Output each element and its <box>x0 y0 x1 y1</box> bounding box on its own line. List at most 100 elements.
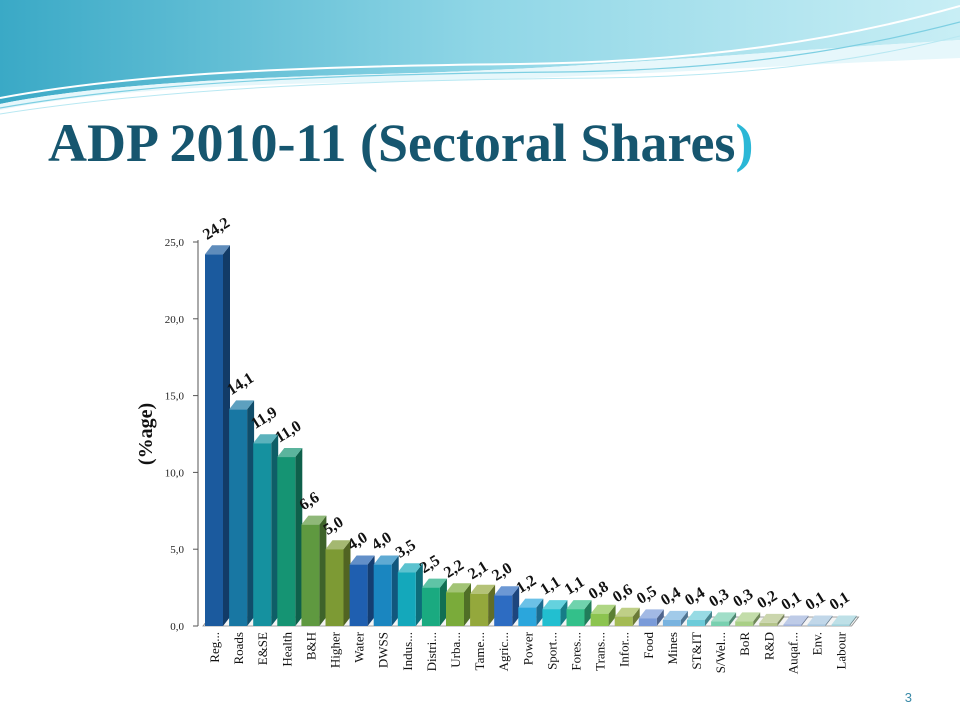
bar-side <box>247 400 255 626</box>
x-tick-label: Health <box>279 632 294 667</box>
bar <box>349 564 368 626</box>
bar-side <box>656 609 664 626</box>
data-label: 2,1 <box>465 558 491 583</box>
x-tick-label: Mines <box>665 632 680 665</box>
bar-top <box>470 584 496 594</box>
x-tick-label: Higher <box>328 631 343 668</box>
data-label: 0,5 <box>634 583 660 608</box>
bar-side <box>391 555 399 626</box>
bar-top <box>301 515 327 525</box>
bar-top <box>759 613 785 623</box>
bar-side <box>536 598 544 626</box>
bar-side <box>753 612 761 626</box>
bar-top <box>253 434 279 444</box>
bar-top <box>446 583 471 593</box>
bar <box>783 624 802 626</box>
bar-side <box>584 600 592 626</box>
bar-top <box>566 600 592 610</box>
x-tick-label: Indus... <box>400 632 415 671</box>
bar-top <box>662 610 688 620</box>
bar-side <box>295 448 303 626</box>
page-title-text: ADP 2010-11 (Sectoral Shares <box>48 113 736 173</box>
bar <box>397 572 416 626</box>
data-label: 0,8 <box>586 578 612 603</box>
x-tick-label: Power <box>520 631 535 665</box>
x-tick-label: Trans... <box>593 632 608 671</box>
x-tick-label: Infor... <box>617 632 632 667</box>
bar-side <box>632 607 640 626</box>
bar-top <box>542 600 568 610</box>
data-label: 4,0 <box>369 529 395 554</box>
bar-side <box>729 612 737 626</box>
x-tick-label: Food <box>641 632 656 659</box>
data-label: 0,4 <box>682 584 708 609</box>
bar <box>518 607 537 626</box>
bar-side <box>439 578 447 626</box>
bar <box>711 621 730 626</box>
bar-side <box>367 555 375 626</box>
bar-top <box>614 607 640 617</box>
bar <box>446 592 464 626</box>
data-label: 2,2 <box>441 557 467 582</box>
bar-top <box>277 448 303 458</box>
bar-side <box>560 600 568 626</box>
x-tick-label: R&D <box>761 632 776 660</box>
bar <box>687 619 705 626</box>
slide-number: 3 <box>904 690 912 705</box>
bar <box>325 549 344 626</box>
bar-side <box>488 584 496 626</box>
bar <box>662 619 681 626</box>
x-tick-label: Tame... <box>472 632 487 670</box>
y-tick-label: 25,0 <box>165 237 185 249</box>
bar <box>735 621 754 626</box>
x-tick-label: DWSS <box>376 632 391 668</box>
bar-top <box>735 612 761 622</box>
bar-top <box>783 615 809 625</box>
data-label: 0,4 <box>658 584 684 609</box>
bar <box>614 616 633 626</box>
data-label: 0,6 <box>610 581 636 606</box>
data-label: 0,1 <box>827 589 853 614</box>
bar-top <box>518 598 544 608</box>
bar-top <box>349 555 375 565</box>
x-tick-label: BoR <box>737 632 752 656</box>
y-tick-label: 20,0 <box>165 314 185 326</box>
bar-top <box>711 612 737 622</box>
bar <box>566 609 585 626</box>
x-tick-label: Labour <box>834 631 849 669</box>
bar-top <box>373 555 399 565</box>
page-title-close-paren: ) <box>735 113 754 173</box>
bar-side <box>777 613 785 626</box>
bar-side <box>705 610 712 626</box>
x-tick-label: Reg... <box>207 632 222 663</box>
bar-side <box>464 583 471 626</box>
data-label: 0,1 <box>779 589 805 614</box>
page-title: ADP 2010-11 (Sectoral Shares) <box>48 112 753 174</box>
bar-side <box>608 604 616 626</box>
y-axis-label: (%age) <box>135 403 157 465</box>
header-swoosh <box>0 0 960 115</box>
data-label: 0,3 <box>706 586 732 611</box>
x-tick-label: E&SE <box>255 632 270 665</box>
bar <box>590 613 609 626</box>
x-tick-label: Agric... <box>496 632 511 671</box>
x-tick-label: Urba... <box>448 632 463 668</box>
bar <box>421 587 440 626</box>
x-tick-label: Fores... <box>569 632 584 671</box>
bar-side <box>849 615 857 626</box>
bar-side <box>512 586 520 626</box>
bar <box>638 618 657 626</box>
bar-side <box>415 563 423 626</box>
bar <box>229 409 248 626</box>
bar-top <box>229 400 255 410</box>
bar-side <box>271 434 279 626</box>
bar <box>205 254 223 626</box>
bar <box>759 622 778 626</box>
bar <box>373 564 392 626</box>
data-label: 24,2 <box>200 214 233 243</box>
bar-top <box>205 245 230 255</box>
x-tick-label: B&H <box>303 632 318 660</box>
x-tick-label: Sport... <box>544 632 559 670</box>
x-tick-label: Water <box>352 631 367 662</box>
